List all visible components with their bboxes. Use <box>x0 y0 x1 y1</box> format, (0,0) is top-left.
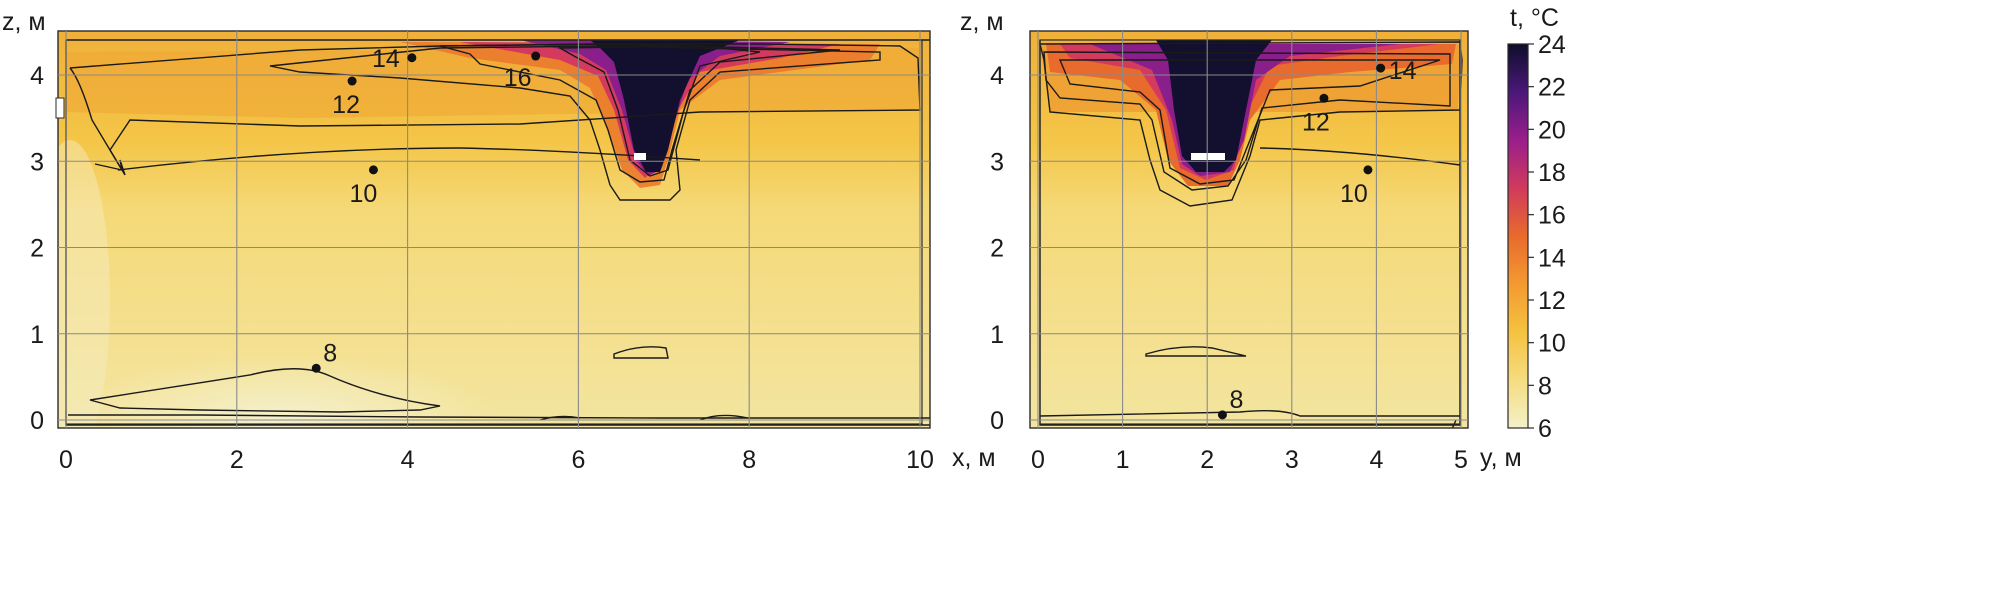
contour-label-10: 10 <box>350 180 378 208</box>
colorbar-tick-label: 22 <box>1538 74 1566 102</box>
contour-label-12: 12 <box>332 91 360 119</box>
y-axis-label-yz: z, м <box>960 8 1004 36</box>
x-tick-label: 2 <box>1200 446 1214 474</box>
contour-label-14: 14 <box>372 45 400 73</box>
x-tick-label: 4 <box>401 446 415 474</box>
x-tick-label: 10 <box>906 446 934 474</box>
z-tick-label: 4 <box>30 62 44 90</box>
contour-marker <box>1217 410 1227 420</box>
colorbar-gradient <box>1507 43 1529 429</box>
colorbar-tick-label: 10 <box>1538 330 1566 358</box>
contour-label-8: 8 <box>323 339 337 367</box>
contour-label-12: 12 <box>1302 108 1330 136</box>
colorbar-label: t, °C <box>1510 4 1559 32</box>
colorbar: t, °C 6 8 10 12 14 16 18 20 22 24 <box>1507 4 1566 443</box>
heatmap-yz <box>1030 31 1468 428</box>
contour-labels-xz: 14 16 12 10 8 <box>311 45 541 373</box>
heatmap-xz <box>58 31 930 428</box>
grid-xz <box>58 31 930 428</box>
contour-label-14: 14 <box>1389 57 1417 85</box>
z-tick-label: 0 <box>990 407 1004 435</box>
contour-label-10: 10 <box>1340 180 1368 208</box>
x-tick-label: 8 <box>742 446 756 474</box>
x-tick-label: 0 <box>1031 446 1045 474</box>
contour-marker <box>1376 63 1386 73</box>
colorbar-tick-label: 16 <box>1538 202 1566 230</box>
contour-marker <box>531 51 541 61</box>
contour-labels-yz: 14 12 10 8 <box>1217 57 1417 420</box>
contour-marker <box>311 363 321 373</box>
contour-marker <box>1319 93 1329 103</box>
z-tick-label: 3 <box>990 148 1004 176</box>
contour-marker <box>347 76 357 86</box>
z-tick-label: 1 <box>990 321 1004 349</box>
z-tick-label: 2 <box>30 235 44 263</box>
contour-marker <box>1363 165 1373 175</box>
x-tick-label: 1 <box>1116 446 1130 474</box>
x-tick-label: 2 <box>230 446 244 474</box>
z-tick-label: 3 <box>30 148 44 176</box>
x-tick-label: 4 <box>1369 446 1383 474</box>
z-tick-label: 1 <box>30 321 44 349</box>
x-tick-label: 3 <box>1285 446 1299 474</box>
colorbar-tick-label: 18 <box>1538 159 1566 187</box>
x-tick-label: 5 <box>1454 446 1468 474</box>
z-tick-label: 4 <box>990 62 1004 90</box>
y-axis-label-xz: z, м <box>2 8 46 36</box>
contour-label-8: 8 <box>1229 386 1243 414</box>
z-tick-label: 2 <box>990 235 1004 263</box>
z-tick-label: 0 <box>30 407 44 435</box>
colorbar-ticks: 6 8 10 12 14 16 18 20 22 24 <box>1528 31 1566 443</box>
contour-marker <box>368 165 378 175</box>
x-axis-label-yz: y, м <box>1480 444 1522 472</box>
colorbar-tick-label: 8 <box>1538 372 1552 400</box>
x-tick-label: 0 <box>59 446 73 474</box>
colorbar-tick-label: 24 <box>1538 31 1566 59</box>
contour-marker <box>407 53 417 63</box>
x-tick-label: 6 <box>571 446 585 474</box>
colorbar-tick-label: 20 <box>1538 116 1566 144</box>
colorbar-tick-label: 6 <box>1538 415 1552 443</box>
colorbar-tick-label: 12 <box>1538 287 1566 315</box>
contour-label-16: 16 <box>504 64 532 92</box>
x-axis-label-xz: x, м <box>952 444 996 472</box>
colorbar-tick-label: 14 <box>1538 244 1566 272</box>
grid-yz <box>1030 31 1468 428</box>
